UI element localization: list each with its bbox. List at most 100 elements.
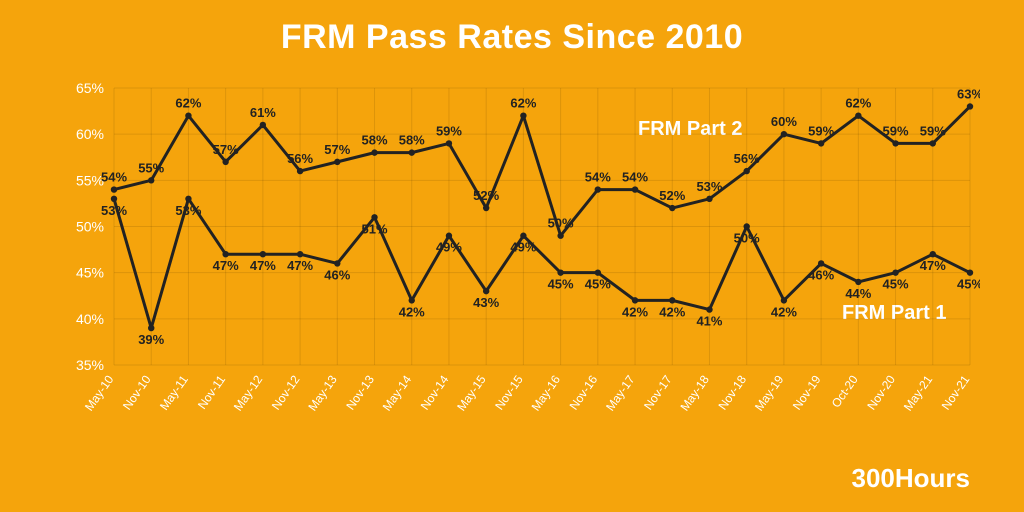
point-label: 56% (287, 151, 313, 166)
data-point (409, 149, 415, 155)
point-label: 59% (920, 123, 946, 138)
point-label: 43% (473, 295, 499, 310)
data-point (706, 306, 712, 312)
svg-text:45%: 45% (76, 265, 104, 281)
data-point (855, 279, 861, 285)
svg-text:Nov-17: Nov-17 (641, 372, 675, 412)
point-label: 58% (399, 133, 425, 148)
point-label: 46% (808, 267, 834, 282)
data-point (967, 269, 973, 275)
point-label: 49% (436, 240, 462, 255)
svg-text:May-13: May-13 (305, 372, 340, 413)
svg-text:May-21: May-21 (901, 372, 936, 413)
data-point (818, 140, 824, 146)
data-point (148, 325, 154, 331)
point-label: 52% (659, 188, 685, 203)
point-label: 53% (696, 179, 722, 194)
svg-text:Nov-10: Nov-10 (120, 372, 154, 412)
point-label: 42% (622, 304, 648, 319)
data-point (111, 196, 117, 202)
svg-text:May-19: May-19 (752, 372, 787, 413)
data-point (148, 177, 154, 183)
chart-title: FRM Pass Rates Since 2010 (0, 18, 1024, 57)
svg-text:May-18: May-18 (678, 372, 713, 413)
data-point (371, 149, 377, 155)
svg-text:55%: 55% (76, 172, 104, 188)
point-label: 63% (957, 86, 980, 101)
point-label: 53% (175, 203, 201, 218)
data-point (632, 297, 638, 303)
point-label: 57% (324, 142, 350, 157)
data-point (855, 113, 861, 119)
data-point (222, 251, 228, 257)
svg-text:Nov-15: Nov-15 (492, 372, 526, 412)
data-point (520, 113, 526, 119)
chart-canvas: FRM Pass Rates Since 2010 300Hours FRM P… (0, 0, 1024, 512)
point-label: 50% (734, 231, 760, 246)
point-label: 45% (585, 277, 611, 292)
point-label: 41% (696, 314, 722, 329)
data-point (371, 214, 377, 220)
svg-text:May-14: May-14 (380, 372, 415, 413)
data-point (892, 269, 898, 275)
point-label: 62% (510, 96, 536, 111)
svg-text:May-10: May-10 (82, 372, 117, 413)
data-point (669, 205, 675, 211)
point-label: 60% (771, 114, 797, 129)
svg-text:Nov-20: Nov-20 (864, 372, 898, 412)
point-label: 50% (548, 216, 574, 231)
line-chart: 35% 40% 45% 50% 55% 60% 65% May-10Nov-10May-11 N… (60, 82, 980, 437)
data-point (334, 260, 340, 266)
svg-text:65%: 65% (76, 82, 104, 96)
point-label: 54% (585, 170, 611, 185)
point-label: 47% (920, 258, 946, 273)
point-label: 62% (175, 96, 201, 111)
point-label: 39% (138, 332, 164, 347)
data-point (743, 223, 749, 229)
svg-text:40%: 40% (76, 311, 104, 327)
data-point (520, 233, 526, 239)
point-label: 56% (734, 151, 760, 166)
data-point (781, 297, 787, 303)
brand-watermark: 300Hours (852, 463, 971, 494)
svg-text:Nov-14: Nov-14 (418, 372, 452, 412)
point-label: 42% (399, 304, 425, 319)
point-label: 47% (287, 258, 313, 273)
point-label: 53% (101, 203, 127, 218)
data-point (260, 122, 266, 128)
data-point (632, 186, 638, 192)
data-point (334, 159, 340, 165)
data-point (818, 260, 824, 266)
data-point (967, 103, 973, 109)
point-label: 49% (510, 240, 536, 255)
point-label: 54% (101, 170, 127, 185)
svg-text:Nov-16: Nov-16 (567, 372, 601, 412)
data-point (446, 233, 452, 239)
point-label: 46% (324, 267, 350, 282)
data-point (297, 168, 303, 174)
svg-text:May-11: May-11 (157, 372, 191, 412)
data-point (743, 168, 749, 174)
data-point (483, 288, 489, 294)
data-point (111, 186, 117, 192)
series-line-part2 (114, 106, 970, 235)
data-point (483, 205, 489, 211)
data-point (260, 251, 266, 257)
data-point (706, 196, 712, 202)
point-label: 52% (473, 188, 499, 203)
data-point (409, 297, 415, 303)
data-point (446, 140, 452, 146)
svg-text:35%: 35% (76, 357, 104, 373)
point-label: 47% (250, 258, 276, 273)
svg-text:Nov-19: Nov-19 (790, 372, 824, 412)
point-label: 42% (771, 304, 797, 319)
point-label: 57% (213, 142, 239, 157)
point-label: 59% (436, 123, 462, 138)
svg-text:Nov-12: Nov-12 (269, 372, 303, 412)
point-label: 45% (883, 277, 909, 292)
data-point (781, 131, 787, 137)
point-label: 61% (250, 105, 276, 120)
svg-text:Nov-18: Nov-18 (715, 372, 749, 412)
point-label: 59% (808, 123, 834, 138)
data-point (185, 196, 191, 202)
